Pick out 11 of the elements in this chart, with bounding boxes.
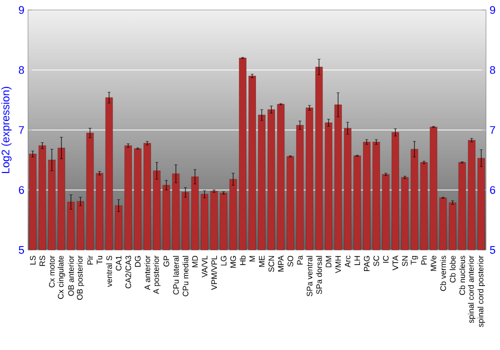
y-tick-label: 9	[18, 6, 24, 14]
y-tick-label: 6	[18, 186, 24, 194]
y-axis-title: Log2 (expression)	[1, 86, 12, 173]
y-tick-label: 5	[18, 246, 24, 254]
y2-tick-label: 9	[490, 6, 496, 14]
y-tick-label: 7	[18, 126, 24, 134]
y2-tick-label: 8	[490, 66, 496, 74]
y2-tick-label: 5	[490, 246, 496, 254]
y-tick-label: 8	[18, 66, 24, 74]
y2-tick-label: 7	[490, 126, 496, 134]
y2-tick-label: 6	[490, 186, 496, 194]
